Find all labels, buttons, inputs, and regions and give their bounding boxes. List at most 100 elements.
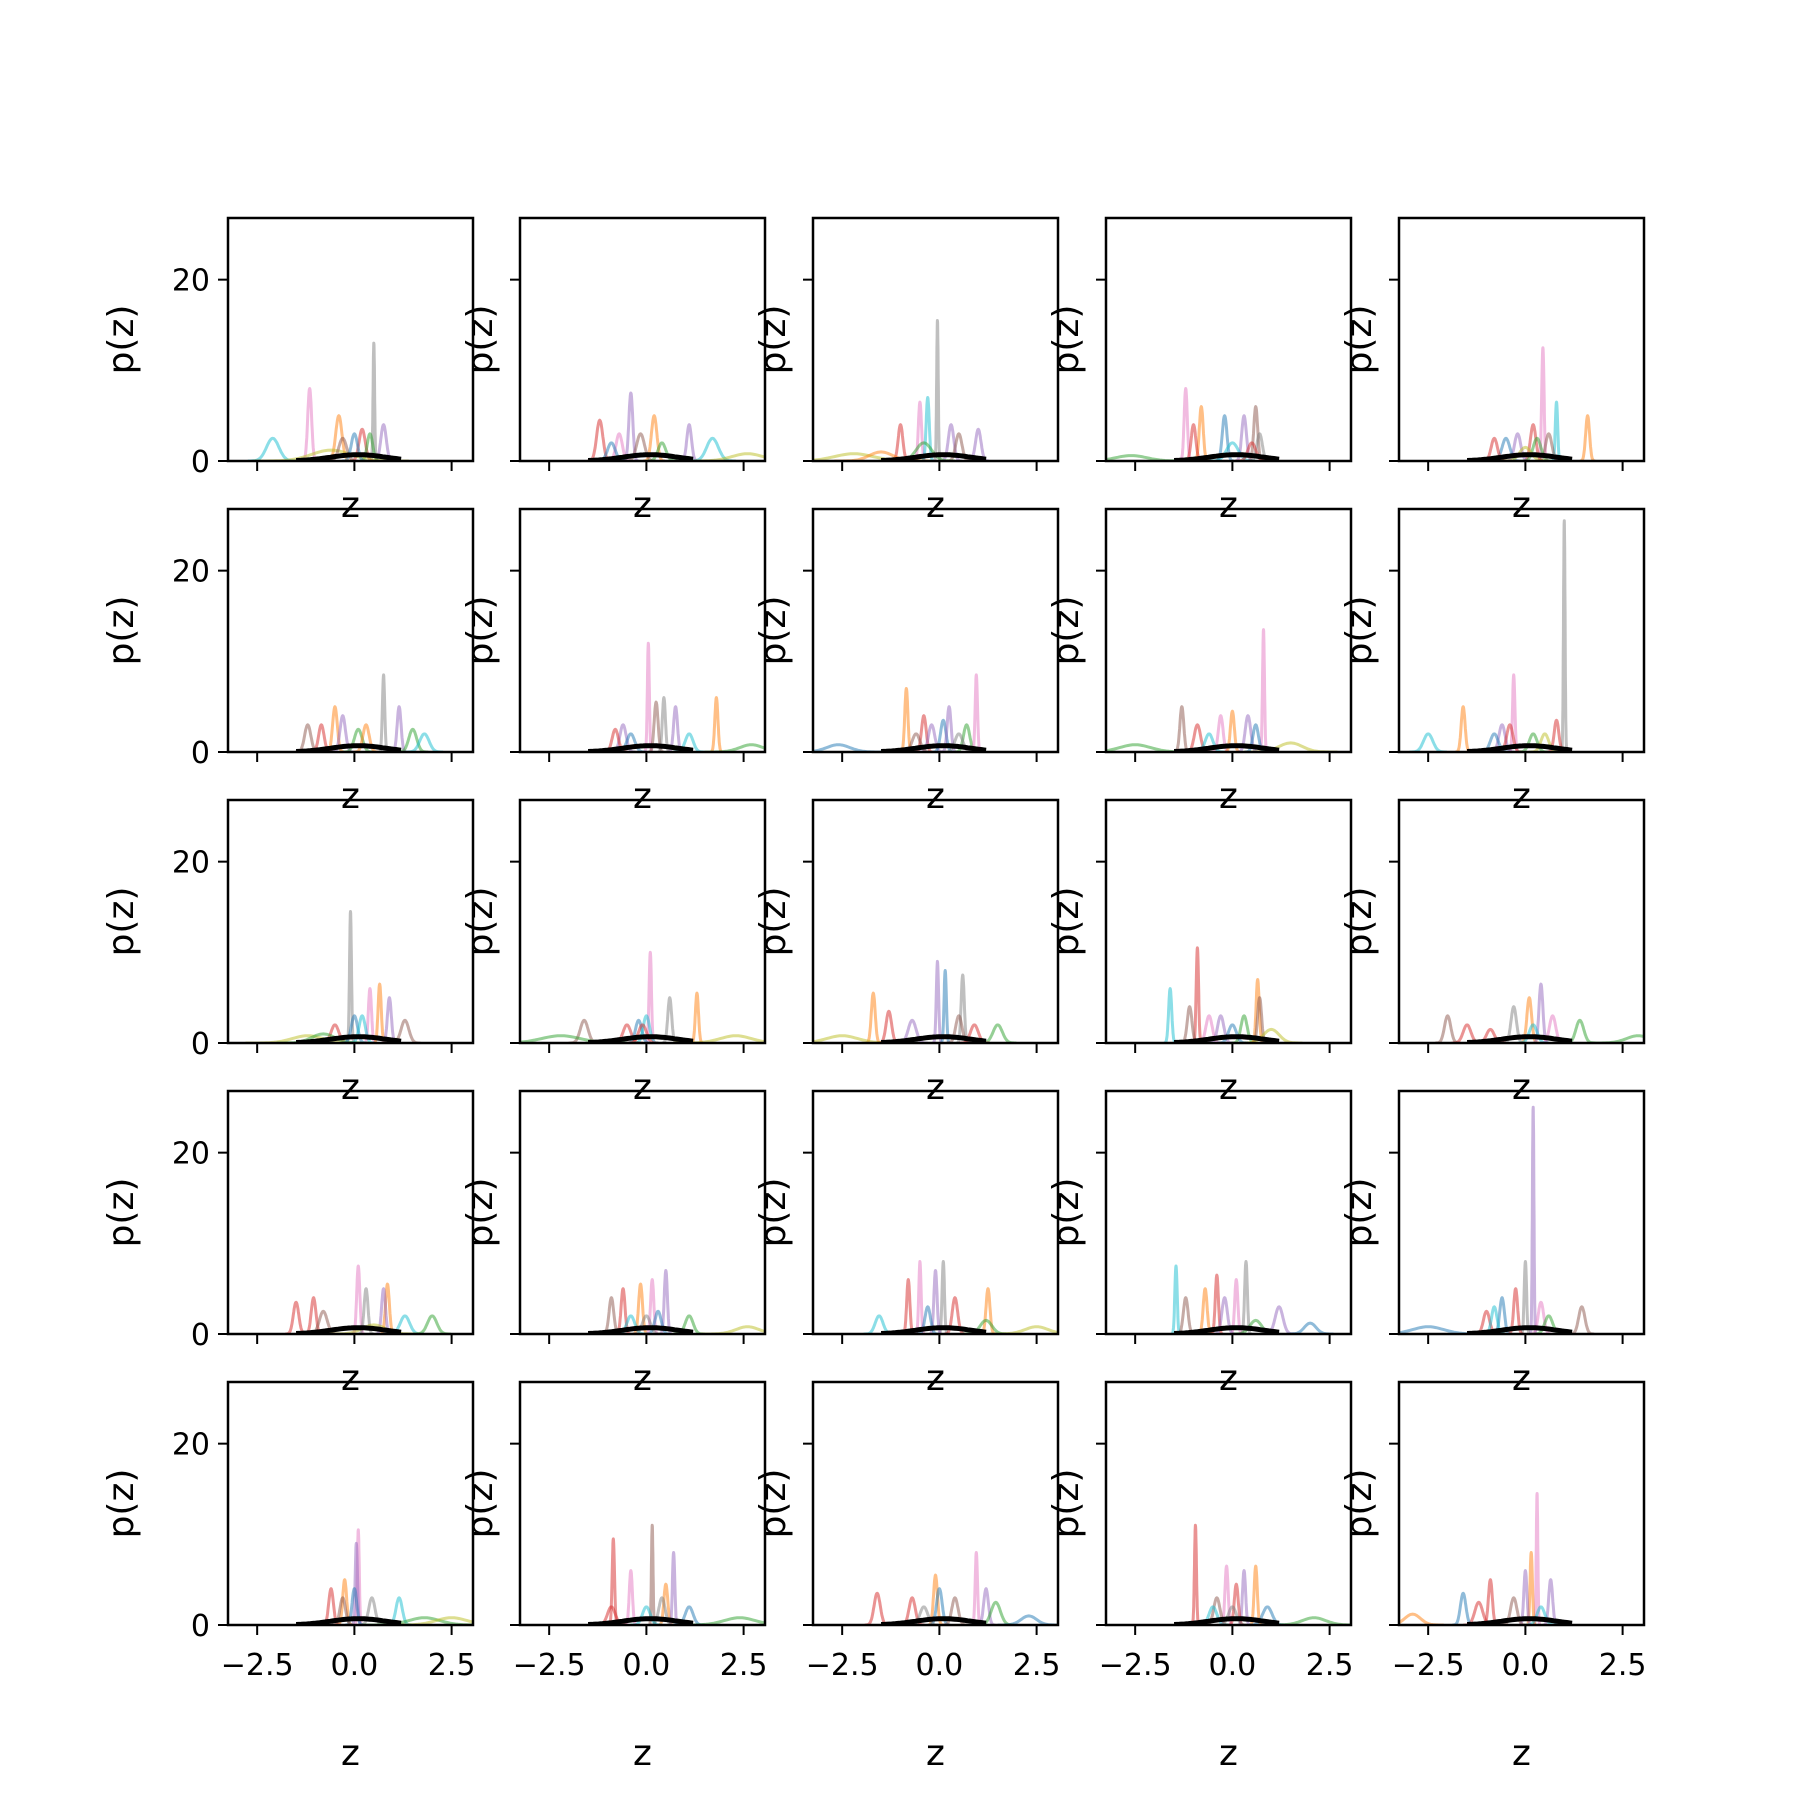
- mean-curve: [588, 1325, 694, 1334]
- x-tick-label: −2.5: [221, 1648, 294, 1683]
- axes-frame: [1104, 1089, 1353, 1336]
- y-tick-label: 0: [191, 1027, 210, 1062]
- y-axis-label: p(z): [1046, 1178, 1087, 1248]
- y-tick-label: 0: [191, 1318, 210, 1353]
- subplot-r3-c0: 0 20 z p(z): [101, 1089, 475, 1399]
- mean-curve: [296, 452, 402, 461]
- pdf-curve-3: [1506, 1287, 1525, 1334]
- x-axis-label: z: [926, 776, 945, 817]
- y-axis-label: p(z): [101, 305, 142, 375]
- axes-frame: [811, 1089, 1060, 1336]
- x-tick-label: 2.5: [720, 1648, 768, 1683]
- y-tick-label: 20: [172, 264, 210, 299]
- y-axis-label: p(z): [753, 305, 794, 375]
- subplot-r3-c1: z p(z): [460, 1089, 767, 1399]
- y-tick-label: 0: [191, 445, 210, 480]
- x-axis-label: z: [341, 1358, 360, 1399]
- axes-frame: [1397, 216, 1646, 463]
- pdf-curve-4: [939, 969, 952, 1043]
- x-axis-label: z: [1219, 1358, 1238, 1399]
- pdf-curve-4: [357, 1287, 375, 1334]
- x-tick-label: 0.0: [1502, 1648, 1550, 1683]
- axes-frame: [518, 1380, 767, 1627]
- x-tick-label: −2.5: [513, 1648, 586, 1683]
- y-axis-label: p(z): [460, 1469, 501, 1539]
- x-axis-label: z: [1512, 1067, 1531, 1108]
- subplot-r2-c2: z p(z): [753, 798, 1060, 1108]
- x-tick-label: 0.0: [331, 1648, 379, 1683]
- axes-frame: [226, 1089, 475, 1336]
- x-tick-label: 2.5: [1599, 1648, 1647, 1683]
- pdf-curve-3: [920, 396, 936, 461]
- subplot-r1-c1: z p(z): [460, 507, 767, 817]
- subplot-r3-c3: z p(z): [1046, 1089, 1353, 1399]
- y-tick-label: 20: [172, 555, 210, 590]
- subplot-r2-c0: 0 20 z p(z): [101, 798, 475, 1108]
- x-axis-label: z: [341, 1733, 360, 1774]
- mean-curve: [881, 1325, 987, 1334]
- y-axis-label: p(z): [1339, 1178, 1380, 1248]
- subplot-r0-c0: 0 20 z p(z): [101, 216, 475, 526]
- mean-curve: [1467, 452, 1573, 461]
- axes-frame: [518, 216, 767, 463]
- x-tick-label: −2.5: [806, 1648, 879, 1683]
- pdf-curve-3: [931, 959, 944, 1043]
- y-axis-label: p(z): [1339, 1469, 1380, 1539]
- x-axis-label: z: [1219, 1733, 1238, 1774]
- pdf-curve-3: [1248, 1564, 1264, 1625]
- pdf-curve-3: [656, 696, 672, 752]
- y-axis-label: p(z): [1046, 1469, 1087, 1539]
- mean-curve: [296, 743, 402, 752]
- x-axis-label: z: [926, 1733, 945, 1774]
- mean-curve: [588, 452, 694, 461]
- y-axis-label: p(z): [101, 1469, 142, 1539]
- axes-frame: [226, 798, 475, 1045]
- x-axis-label: z: [1219, 485, 1238, 526]
- mean-curve: [1174, 1034, 1280, 1043]
- pdf-curve-4: [658, 1269, 674, 1334]
- x-axis-label: z: [633, 776, 652, 817]
- pdf-curve-2: [1578, 414, 1597, 461]
- subplot-r0-c4: z p(z): [1339, 216, 1646, 526]
- x-axis-label: z: [341, 1067, 360, 1108]
- axes-frame: [226, 216, 475, 463]
- y-tick-label: 0: [191, 1609, 210, 1644]
- subplot-r1-c0: 0 20 z p(z): [101, 507, 475, 817]
- subplot-r4-c1: −2.5 0.0 2.5 z p(z): [460, 1380, 768, 1774]
- axes-frame: [811, 1380, 1060, 1627]
- x-axis-label: z: [926, 1358, 945, 1399]
- axes-frame: [811, 507, 1060, 754]
- y-tick-label: 20: [172, 846, 210, 881]
- y-axis-label: p(z): [753, 1178, 794, 1248]
- y-tick-label: 0: [191, 736, 210, 771]
- curves: [1434, 982, 1644, 1043]
- x-axis-label: z: [633, 485, 652, 526]
- subplot-r3-c4: z p(z): [1339, 1089, 1646, 1399]
- mean-curve: [588, 743, 694, 752]
- pdf-curve-2: [1209, 1273, 1225, 1334]
- axes-frame: [518, 507, 767, 754]
- subplot-r0-c1: z p(z): [460, 216, 767, 526]
- x-tick-label: −2.5: [1392, 1648, 1465, 1683]
- axes-frame: [518, 1089, 767, 1336]
- subplot-r4-c0: 0 20 −2.5 0.0 2.5 z p(z): [101, 1380, 475, 1774]
- axes-frame: [1397, 798, 1646, 1045]
- x-tick-label: 2.5: [1013, 1648, 1061, 1683]
- y-tick-label: 20: [172, 1137, 210, 1172]
- mean-curve: [1467, 743, 1573, 752]
- x-axis-label: z: [926, 1067, 945, 1108]
- x-tick-label: 0.0: [623, 1648, 671, 1683]
- x-axis-label: z: [1512, 485, 1531, 526]
- pdf-curve-0: [1559, 519, 1569, 752]
- axes-frame: [226, 507, 475, 754]
- subplot-r2-c4: z p(z): [1339, 798, 1646, 1108]
- y-axis-label: p(z): [1339, 887, 1380, 957]
- y-axis-label: p(z): [460, 596, 501, 666]
- y-axis-label: p(z): [753, 596, 794, 666]
- axes-frame: [1104, 216, 1353, 463]
- x-axis-label: z: [1219, 776, 1238, 817]
- mean-curve: [1174, 452, 1280, 461]
- y-tick-label: 20: [172, 1428, 210, 1463]
